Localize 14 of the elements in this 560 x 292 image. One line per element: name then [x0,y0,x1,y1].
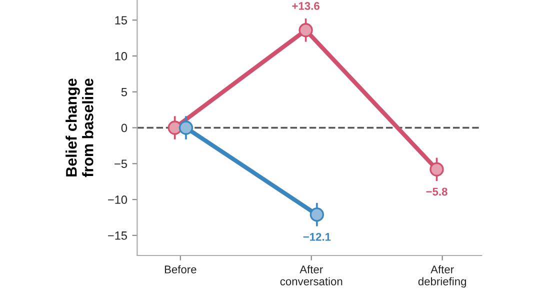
y-tick-label: 15 [115,16,127,24]
data-label: −5.8 [426,188,448,196]
y-tick-label: 10 [115,52,128,60]
x-tick-label: Before [164,265,196,274]
y-tick-label: −15 [108,232,127,240]
data-label: −12.1 [303,232,331,241]
y-tick-label: 0 [121,124,128,132]
y-axis-title: Belief change from baseline [66,78,94,178]
y-tick-label: 5 [121,88,127,96]
data-label: +13.6 [292,2,320,10]
y-tick-label: −5 [114,160,127,168]
x-tick-label: After debriefing [418,265,466,288]
x-tick-label: After conversation [280,265,342,286]
y-tick-label: −10 [108,196,128,204]
